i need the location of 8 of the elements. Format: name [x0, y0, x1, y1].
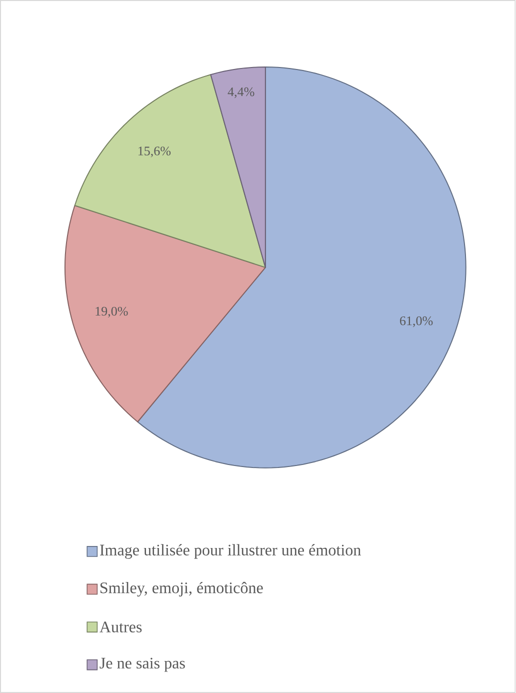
- data-label: 61,0%: [400, 316, 433, 328]
- data-label: 19,0%: [96, 306, 128, 318]
- legend-label: Smiley, emoji, émoticône: [100, 582, 263, 597]
- legend-label: Autres: [100, 622, 142, 632]
- data-label: 4,4%: [228, 87, 254, 98]
- data-label: 15,6%: [138, 146, 171, 158]
- legend-label: Je ne sais pas: [100, 658, 186, 672]
- legend-label: Image utilisée pour illustrer une émotion: [100, 544, 362, 559]
